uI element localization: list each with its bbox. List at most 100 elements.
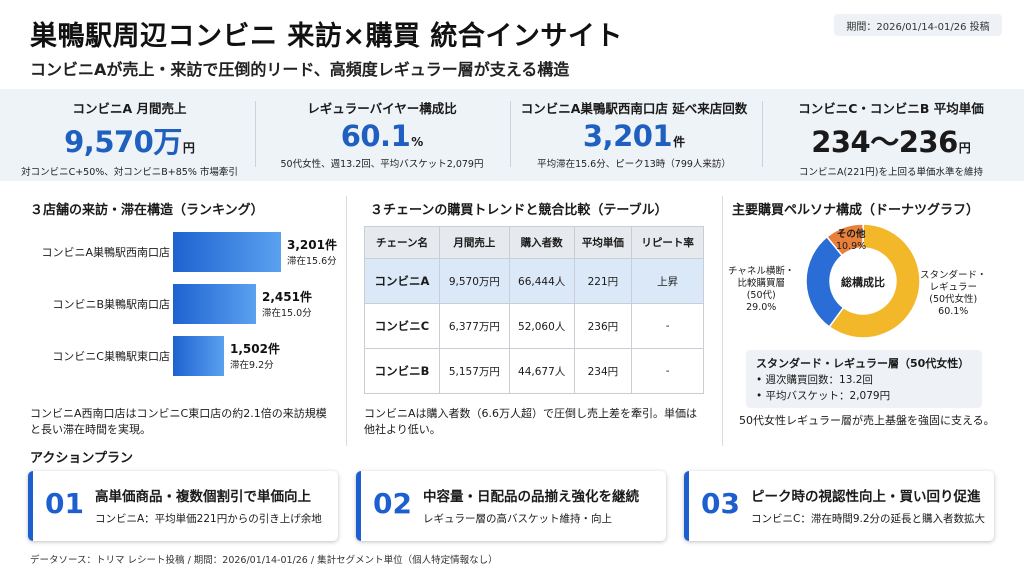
ranking-note: コンビニA西南口店はコンビニC東口店の約2.1倍の来訪規模と長い滞在時間を実現。 xyxy=(30,407,327,436)
action-number: 03 xyxy=(701,487,740,520)
kpi-note: 平均滞在15.6分、ピーク13時（799人来訪） xyxy=(537,159,731,170)
table-row: コンビニB 5,157万円 44,677人 234円 - xyxy=(364,348,704,394)
ranking-store-label: コンビニC巣鴨駅東口店 xyxy=(52,350,170,363)
kpi-divider xyxy=(255,101,256,167)
segment-share: 60.1% xyxy=(938,306,969,317)
ranking-bar xyxy=(173,336,224,376)
donut-segment-standard xyxy=(828,223,921,339)
kpi-band: コンビニA 月間売上 9,570万円 対コンビニC+50%、対コンビニB+85%… xyxy=(0,89,1024,181)
segment-label-standard: スタンダード・ レギュラー (50代女性) 60.1% xyxy=(920,270,987,318)
action-title: 高単価商品・複数個割引で単価向上 xyxy=(95,489,311,505)
trend-table: チェーン名 月間売上 購入者数 平均単価 リピート率 コンビニA 9,570万円… xyxy=(364,226,704,394)
column-divider xyxy=(722,196,723,446)
action-card: 01 高単価商品・複数個割引で単価向上 コンビニA：平均単価221円からの引き上… xyxy=(28,471,338,541)
persona-note: 50代女性レギュラー層が売上基盤を強固に支える。 xyxy=(739,414,995,427)
action-title: 中容量・日配品の品揃え強化を継続 xyxy=(423,489,639,505)
kpi-label: コンビニC・コンビニB 平均単価 xyxy=(798,101,984,116)
ranking-dwell-label: 滞在9.2分 xyxy=(230,360,274,371)
table-cell: コンビニB xyxy=(364,348,440,394)
table-cell: 234円 xyxy=(573,348,633,394)
action-number: 02 xyxy=(373,487,412,520)
persona-box-title: スタンダード・レギュラー層（50代女性） xyxy=(756,357,970,370)
table-cell: 44,677人 xyxy=(508,348,575,394)
table-row: コンビニA 9,570万円 66,444人 221円 上昇 xyxy=(364,258,704,304)
kpi-unit: 円 xyxy=(182,141,195,155)
kpi-unit: 円 xyxy=(958,141,971,155)
table-header-cell: 月間売上 xyxy=(438,226,510,259)
segment-share: 10.9% xyxy=(836,241,867,252)
table-cell: コンビニA xyxy=(364,258,440,304)
segment-name: チャネル横断・ 比較購買層 (50代) xyxy=(728,266,795,301)
persona-detail-box: スタンダード・レギュラー層（50代女性） • 週次購買回数：13.2回 • 平均… xyxy=(746,350,982,408)
kpi-divider xyxy=(762,101,763,167)
segment-name: その他 xyxy=(836,229,866,240)
column-divider xyxy=(346,196,347,446)
period-badge: 期間：2026/01/14-01/26 投稿 xyxy=(834,14,1002,36)
segment-label-cross-channel: チャネル横断・ 比較購買層 (50代) 29.0% xyxy=(728,266,794,314)
table-cell: 236円 xyxy=(573,303,633,349)
donut-segment-other xyxy=(825,223,864,257)
action-description: コンビニA：平均単価221円からの引き上げ余地 xyxy=(95,513,322,525)
ranking-title: ３店舗の来訪・滞在構造（ランキング） xyxy=(30,203,264,218)
table-cell: 9,570万円 xyxy=(438,258,510,304)
action-title: ピーク時の視認性向上・買い回り促進 xyxy=(751,489,981,505)
kpi-store-visits: コンビニA巣鴨駅西南口店 延べ来店回数 3,201件 平均滞在15.6分、ピーク… xyxy=(514,89,754,181)
segment-share: 29.0% xyxy=(746,302,777,313)
persona-box-item: • 平均バスケット：2,079円 xyxy=(756,390,891,402)
table-cell: 6,377万円 xyxy=(438,303,510,349)
table-cell: 上昇 xyxy=(631,258,704,304)
kpi-regular-buyer-share: レギュラーバイヤー構成比 60.1% 50代女性、週13.2回、平均バスケット2… xyxy=(262,89,502,181)
kpi-note: コンビニA(221円)を上回る単価水準を維持 xyxy=(798,167,984,178)
ranking-count-label: 2,451件 xyxy=(262,290,312,304)
segment-label-other: その他 10.9% xyxy=(836,229,866,253)
kpi-value: 9,570万 xyxy=(64,125,182,159)
table-cell: 5,157万円 xyxy=(438,348,510,394)
trend-table-note: コンビニAは購入者数（6.6万人超）で圧倒し売上差を牽引。単価は他社より低い。 xyxy=(364,407,698,436)
kpi-note: 50代女性、週13.2回、平均バスケット2,079円 xyxy=(280,159,484,170)
action-number: 01 xyxy=(45,487,84,520)
kpi-label: レギュラーバイヤー構成比 xyxy=(307,101,457,116)
kpi-value: 60.1 xyxy=(340,119,411,153)
ranking-store-label: コンビニA巣鴨駅西南口店 xyxy=(41,246,170,259)
table-header-cell: リピート率 xyxy=(631,226,704,259)
kpi-divider xyxy=(510,101,511,167)
kpi-note: 対コンビニC+50%、対コンビニB+85% 市場牽引 xyxy=(21,167,238,178)
ranking-count-label: 1,502件 xyxy=(230,342,280,356)
kpi-average-price: コンビニC・コンビニB 平均単価 234〜236円 コンビニA(221円)を上回… xyxy=(768,89,1014,181)
action-card: 02 中容量・日配品の品揃え強化を継続 レギュラー層の高バスケット維持・向上 xyxy=(356,471,666,541)
table-cell: - xyxy=(631,348,704,394)
action-plan-heading: アクションプラン xyxy=(30,451,133,466)
page-subtitle: コンビニAが売上・来訪で圧倒的リード、高頻度レギュラー層が支える構造 xyxy=(30,60,570,79)
table-header-row: チェーン名 月間売上 購入者数 平均単価 リピート率 xyxy=(364,226,704,259)
footer-source: データソース：トリマ レシート投稿 / 期間：2026/01/14-01/26 … xyxy=(30,555,498,566)
ranking-bar xyxy=(173,284,256,324)
table-header-cell: チェーン名 xyxy=(364,226,440,259)
action-description: コンビニC：滞在時間9.2分の延長と購入者数拡大 xyxy=(751,513,986,525)
ranking-count-label: 3,201件 xyxy=(287,238,337,252)
ranking-dwell-label: 滞在15.0分 xyxy=(262,308,312,319)
kpi-label: コンビニA 月間売上 xyxy=(72,101,187,116)
persona-box-item: • 週次購買回数：13.2回 xyxy=(756,374,873,386)
table-cell: 66,444人 xyxy=(508,258,575,304)
segment-name: スタンダード・ レギュラー (50代女性) xyxy=(920,270,987,305)
table-cell: コンビニC xyxy=(364,303,440,349)
table-cell: 221円 xyxy=(573,258,633,304)
action-description: レギュラー層の高バスケット維持・向上 xyxy=(423,513,612,525)
table-row: コンビニC 6,377万円 52,060人 236円 - xyxy=(364,303,704,349)
kpi-value: 234〜236 xyxy=(811,125,958,159)
page-title: 巣鴨駅周辺コンビニ 来訪×購買 統合インサイト xyxy=(30,21,623,52)
table-cell: 52,060人 xyxy=(508,303,575,349)
table-header-cell: 購入者数 xyxy=(508,226,575,259)
ranking-dwell-label: 滞在15.6分 xyxy=(287,256,337,267)
persona-title: 主要購買ペルソナ構成（ドーナツグラフ） xyxy=(732,203,980,218)
kpi-label: コンビニA巣鴨駅西南口店 延べ来店回数 xyxy=(520,101,748,116)
donut-center-label: 総構成比 xyxy=(841,276,885,289)
ranking-bar xyxy=(173,232,281,272)
kpi-monthly-sales: コンビニA 月間売上 9,570万円 対コンビニC+50%、対コンビニB+85%… xyxy=(12,89,247,181)
persona-donut-chart xyxy=(805,223,921,339)
kpi-unit: 件 xyxy=(673,135,686,149)
action-card: 03 ピーク時の視認性向上・買い回り促進 コンビニC：滞在時間9.2分の延長と購… xyxy=(684,471,994,541)
kpi-unit: % xyxy=(411,135,424,149)
kpi-value: 3,201 xyxy=(582,119,673,153)
ranking-store-label: コンビニB巣鴨駅南口店 xyxy=(52,298,170,311)
